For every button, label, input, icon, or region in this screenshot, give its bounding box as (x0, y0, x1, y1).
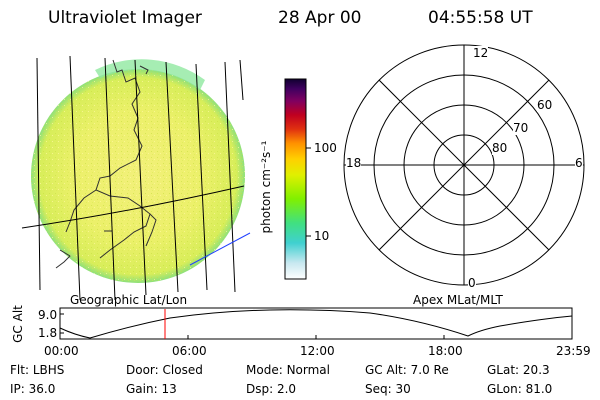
xtick-0600: 06:00 (172, 344, 207, 358)
polar-ring-70 (403, 104, 525, 226)
mlt-label-right: 6 (575, 156, 583, 170)
info-seq: Seq: 30 (365, 382, 411, 396)
info-dsp: Dsp: 2.0 (246, 382, 297, 396)
info-door: Door: Closed (126, 363, 203, 377)
xtick-0000: 00:00 (44, 344, 79, 358)
altitude-curve (59, 309, 573, 339)
mlat-label-80: 80 (492, 141, 508, 155)
info-gain: Gain: 13 (126, 382, 177, 396)
colorbar-tick-high: 100 (314, 141, 337, 155)
polar-ring-80 (433, 134, 495, 196)
info-glat: GLat: 20.3 (487, 363, 550, 377)
info-glon: GLon: 81.0 (487, 382, 553, 396)
xtick-2359: 23:59 (556, 344, 591, 358)
xtick-1200: 12:00 (300, 344, 335, 358)
mlat-label-60: 60 (537, 98, 553, 112)
geographic-label: Geographic Lat/Lon (70, 293, 188, 307)
info-ip: IP: 36.0 (10, 382, 56, 396)
colorbar-tick-low: 10 (314, 229, 330, 243)
info-flt: Flt: LBHS (10, 363, 65, 377)
apex-label: Apex MLat/MLT (413, 293, 503, 307)
polar-ring-50 (343, 44, 585, 286)
info-mode: Mode: Normal (246, 363, 330, 377)
polar-ring-60 (373, 74, 555, 256)
mlat-label-70: 70 (513, 121, 529, 135)
geographic-grid (21, 55, 245, 301)
xtick-1800: 18:00 (428, 344, 463, 358)
altitude-ylabel: GC Alt (11, 305, 25, 343)
instrument-title: Ultraviolet Imager (48, 8, 202, 28)
info-gc-alt: GC Alt: 7.0 Re (365, 363, 449, 377)
colorbar-unit-label: photon cm⁻²s⁻¹ (259, 140, 273, 234)
mlt-label-left: 18 (346, 156, 362, 170)
mlt-label-bottom: 0 (468, 276, 476, 290)
date-label: 28 Apr 00 (278, 8, 362, 28)
mlt-label-top: 12 (473, 46, 489, 60)
earth-disk (31, 69, 245, 283)
coastline (55, 59, 157, 269)
altitude-tick-high: 9.0 (38, 308, 58, 322)
time-label: 04:55:58 UT (428, 8, 533, 28)
altitude-tick-low: 1.8 (38, 326, 58, 340)
